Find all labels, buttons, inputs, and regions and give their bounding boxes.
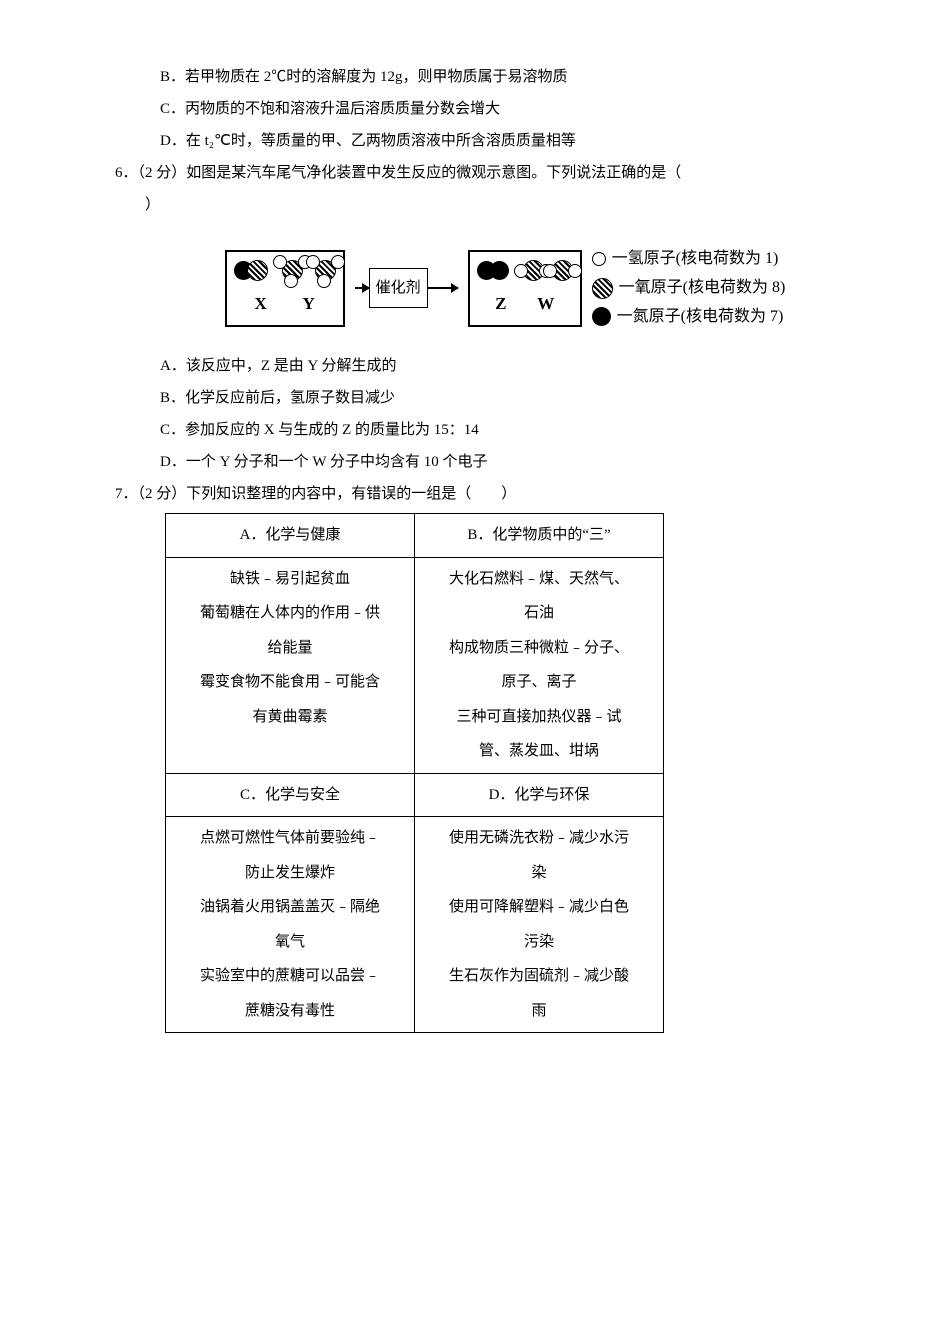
cell-d-title: D．化学与环保 <box>415 773 664 817</box>
a-line: 缺铁﹣易引起贫血 <box>170 562 410 597</box>
legend-o: 一氧原子(核电荷数为 8) <box>592 274 786 303</box>
c-line: 油锅着火用锅盖盖灭﹣隔绝 <box>170 890 410 925</box>
atom-legend: 一氢原子(核电荷数为 1) 一氧原子(核电荷数为 8) 一氮原子(核电荷数为 7… <box>592 245 786 331</box>
reactant-labels: X Y <box>237 287 333 321</box>
c-line: 实验室中的蔗糖可以品尝﹣ <box>170 959 410 994</box>
cell-a-title: A．化学与健康 <box>166 514 415 558</box>
cell-c-title: C．化学与安全 <box>166 773 415 817</box>
a-line: 葡萄糖在人体内的作用﹣供 <box>170 596 410 631</box>
table-row: 点燃可燃性气体前要验纯﹣ 防止发生爆炸 油锅着火用锅盖盖灭﹣隔绝 氧气 实验室中… <box>166 817 664 1033</box>
cell-b-title: B．化学物质中的“三” <box>415 514 664 558</box>
b-line: 原子、离子 <box>419 665 659 700</box>
q6-stem: 6．（2 分）如图是某汽车尾气净化装置中发生反应的微观示意图。下列说法正确的是（ <box>70 158 880 188</box>
cell-a-body: 缺铁﹣易引起贫血 葡萄糖在人体内的作用﹣供 给能量 霉变食物不能食用﹣可能含 有… <box>166 557 415 773</box>
q6-close-paren: ） <box>70 190 880 220</box>
q7-table: A．化学与健康 B．化学物质中的“三” 缺铁﹣易引起贫血 葡萄糖在人体内的作用﹣… <box>165 513 664 1033</box>
o-atom-icon <box>592 278 613 299</box>
label-x: X <box>255 287 267 321</box>
q6-figure: X Y 催化剂 <box>130 245 880 331</box>
q5-option-c: C．丙物质的不饱和溶液升温后溶质质量分数会增大 <box>70 94 880 124</box>
molecule-z <box>480 261 506 280</box>
molecule-y2 <box>318 260 333 281</box>
table-row: A．化学与健康 B．化学物质中的“三” <box>166 514 664 558</box>
d-line: 使用可降解塑料﹣减少白色 <box>419 890 659 925</box>
d-line: 染 <box>419 856 659 891</box>
legend-o-text: 一氧原子(核电荷数为 8) <box>619 274 786 303</box>
reactant-molecules <box>237 260 333 281</box>
molecule-w2 <box>555 260 570 281</box>
cell-b-body: 大化石燃料﹣煤、天然气、 石油 构成物质三种微粒﹣分子、 原子、离子 三种可直接… <box>415 557 664 773</box>
molecule-y <box>285 260 300 281</box>
a-line: 有黄曲霉素 <box>170 700 410 735</box>
legend-h: 一氢原子(核电荷数为 1) <box>592 245 786 274</box>
molecule-w <box>526 260 541 281</box>
catalyst-label: 催化剂 <box>369 268 428 308</box>
reactants-box: X Y <box>225 250 345 327</box>
legend-n: 一氮原子(核电荷数为 7) <box>592 303 786 332</box>
label-z: Z <box>495 287 506 321</box>
q6-option-b: B．化学反应前后，氢原子数目减少 <box>70 383 880 413</box>
legend-h-text: 一氢原子(核电荷数为 1) <box>612 245 779 274</box>
b-line: 大化石燃料﹣煤、天然气、 <box>419 562 659 597</box>
label-y: Y <box>303 287 315 321</box>
legend-n-text: 一氮原子(核电荷数为 7) <box>617 303 784 332</box>
reaction-arrow: 催化剂 <box>355 268 458 308</box>
cell-c-body: 点燃可燃性气体前要验纯﹣ 防止发生爆炸 油锅着火用锅盖盖灭﹣隔绝 氧气 实验室中… <box>166 817 415 1033</box>
c-line: 蔗糖没有毒性 <box>170 994 410 1029</box>
q6-option-a: A．该反应中，Z 是由 Y 分解生成的 <box>70 351 880 381</box>
a-line: 霉变食物不能食用﹣可能含 <box>170 665 410 700</box>
d-line: 污染 <box>419 925 659 960</box>
c-line: 氧气 <box>170 925 410 960</box>
products-box: Z W <box>468 250 582 327</box>
table-row: 缺铁﹣易引起贫血 葡萄糖在人体内的作用﹣供 给能量 霉变食物不能食用﹣可能含 有… <box>166 557 664 773</box>
table-row: C．化学与安全 D．化学与环保 <box>166 773 664 817</box>
d-line: 雨 <box>419 994 659 1029</box>
b-line: 管、蒸发皿、坩埚 <box>419 734 659 769</box>
q7-stem: 7．（2 分）下列知识整理的内容中，有错误的一组是（ ） <box>70 479 880 509</box>
a-line: 给能量 <box>170 631 410 666</box>
q5-option-b: B．若甲物质在 2℃时的溶解度为 12g，则甲物质属于易溶物质 <box>70 62 880 92</box>
b-line: 石油 <box>419 596 659 631</box>
d-line: 使用无磷洗衣粉﹣减少水污 <box>419 821 659 856</box>
q6-option-d: D．一个 Y 分子和一个 W 分子中均含有 10 个电子 <box>70 447 880 477</box>
product-molecules <box>480 260 570 281</box>
q6-option-c: C．参加反应的 X 与生成的 Z 的质量比为 15：14 <box>70 415 880 445</box>
h-atom-icon <box>592 252 606 266</box>
c-line: 点燃可燃性气体前要验纯﹣ <box>170 821 410 856</box>
q5-option-d: D．在 t₂℃时，等质量的甲、乙两物质溶液中所含溶质质量相等 <box>70 126 880 156</box>
n-atom-icon <box>592 307 611 326</box>
product-labels: Z W <box>480 287 570 321</box>
b-line: 三种可直接加热仪器﹣试 <box>419 700 659 735</box>
b-line: 构成物质三种微粒﹣分子、 <box>419 631 659 666</box>
molecule-x <box>237 260 265 281</box>
label-w: W <box>537 287 554 321</box>
d-line: 生石灰作为固硫剂﹣减少酸 <box>419 959 659 994</box>
c-line: 防止发生爆炸 <box>170 856 410 891</box>
cell-d-body: 使用无磷洗衣粉﹣减少水污 染 使用可降解塑料﹣减少白色 污染 生石灰作为固硫剂﹣… <box>415 817 664 1033</box>
